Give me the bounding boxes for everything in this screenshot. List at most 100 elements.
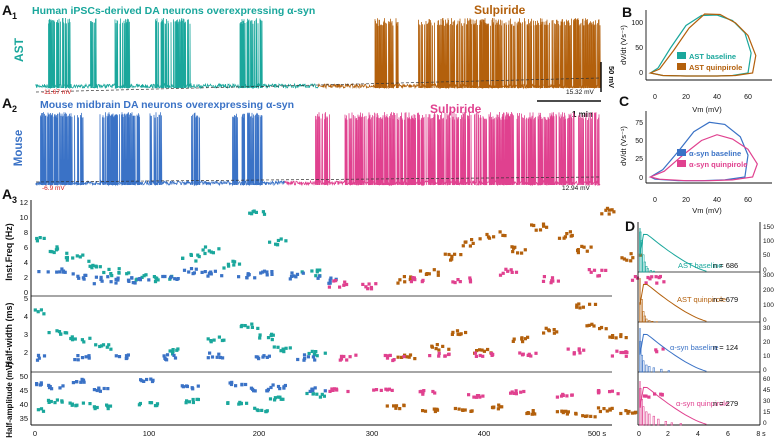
a1-end-voltage: 15.32 mV [566,89,594,96]
a3-point-2-1 [230,380,234,384]
a3-point-2-3 [647,395,651,399]
a3-point-0-3 [468,278,472,282]
a3-point-2-0 [137,403,141,407]
a3-point-1-3 [520,353,525,357]
a3-point-2-2 [566,410,570,414]
freq-tick-2: 2 [24,273,28,282]
a3-point-1-3 [428,354,432,358]
a3-point-0-1 [58,270,62,274]
a3-point-2-1 [185,384,189,388]
c-ylabel: dV/dt (Vs⁻¹) [619,126,628,166]
a3-point-2-3 [559,394,564,398]
a3-point-0-2 [530,223,534,227]
a3-freq-ticks: 0 2 4 6 8 10 12 [20,198,28,297]
panel-b: B dV/dt (Vs⁻¹) Vm (mV) 0 50 100 0 20 40 … [619,4,772,114]
a3-point-0-2 [638,253,643,257]
a3-point-0-1 [327,281,331,285]
a3-point-2-1 [97,386,101,390]
a3-point-2-3 [421,390,425,395]
c-ytick-0: 0 [639,175,643,182]
d-label-ast-quinpirole: AST quinpirole [677,295,726,304]
a3-point-1-0 [70,335,74,339]
a3-point-1-2 [451,330,455,334]
a3-point-0-3 [332,279,336,283]
a3-halfamp-ticks: 35 40 45 50 [20,372,28,423]
d1-tick-0: 0 [763,317,767,324]
c-ytick-25: 25 [635,156,643,163]
a3-point-1-2 [511,339,515,343]
a3-point-0-2 [470,238,474,242]
a3-point-2-2 [490,405,495,409]
a3-point-1-3 [447,352,451,357]
a3-point-1-1 [117,355,122,359]
a3-point-2-0 [68,401,72,405]
a3-point-0-3 [646,275,650,280]
a3-point-0-2 [511,250,515,254]
panel-a2: 1 min A 2 Mouse midbrain DA neurons over… [2,95,601,192]
x-tick-400: 400 [478,429,491,438]
a3-point-1-0 [105,345,109,349]
b-xtick-0: 0 [653,94,657,101]
a3-point-0-0 [226,262,230,266]
a3-point-1-0 [168,349,172,353]
a3-point-1-2 [598,327,602,331]
a3-point-2-0 [155,402,160,406]
a3-point-2-3 [610,389,614,393]
a3-point-1-2 [400,355,404,359]
a3-point-0-0 [152,275,156,279]
a3-point-0-1 [209,272,213,276]
a3-point-1-2 [592,324,596,328]
a3-point-2-2 [526,411,530,415]
a3-point-2-2 [581,414,585,418]
a3-point-1-2 [520,337,524,341]
a3-point-2-0 [191,397,195,402]
a3-point-1-2 [512,337,516,341]
a3-point-0-2 [600,212,604,216]
a3-point-0-0 [81,253,85,257]
a3-point-1-0 [101,343,106,347]
a3-point-2-1 [142,379,146,383]
a3-point-0-1 [94,275,98,279]
a3-point-0-0 [107,267,111,271]
d1-tick-200: 200 [763,287,774,294]
d-n-ast-quinpirole: n = 679 [713,295,738,304]
a3-point-1-1 [35,358,40,362]
a3-freq-ylabel: Inst.Freq (Hz) [4,223,14,281]
a3-point-1-2 [405,355,409,359]
a3-point-2-0 [149,401,154,405]
a3-point-0-0 [78,255,82,259]
b-yticks: 0 50 100 [631,20,643,77]
a3-point-2-0 [95,405,99,410]
a3-point-1-2 [526,335,530,339]
a3-point-0-0 [310,269,314,273]
a3-point-0-0 [284,239,288,243]
a3-point-0-3 [361,282,365,286]
a3-point-0-1 [187,270,191,274]
a3-point-2-2 [593,415,597,419]
a3-point-1-0 [307,351,311,356]
a3-point-0-0 [211,251,215,255]
a3-point-2-0 [239,402,243,406]
a3-point-0-2 [513,245,517,249]
a3-point-0-0 [233,260,237,264]
a3-point-1-3 [577,347,581,351]
a3-point-2-2 [574,412,578,416]
a3-point-1-0 [39,308,43,312]
d1-tick-100: 100 [763,302,774,309]
a3-point-1-2 [441,344,445,348]
a3-point-0-0 [276,238,280,243]
d-hist-bar-3-7 [664,420,667,426]
a3-point-0-3 [364,285,368,289]
a3-point-0-2 [542,224,546,228]
b-legend-swatch-quinpirole [677,63,686,70]
a3-point-0-1 [290,271,294,275]
amp-tick-40: 40 [20,400,28,409]
a3-point-2-2 [423,409,428,413]
a3-point-1-2 [544,326,548,330]
a3-point-0-0 [207,249,211,253]
a3-point-1-1 [164,357,168,361]
a3-point-0-1 [288,277,292,281]
a3-point-1-1 [265,355,269,359]
a3-point-2-1 [244,382,248,387]
a3-point-0-0 [268,240,272,244]
